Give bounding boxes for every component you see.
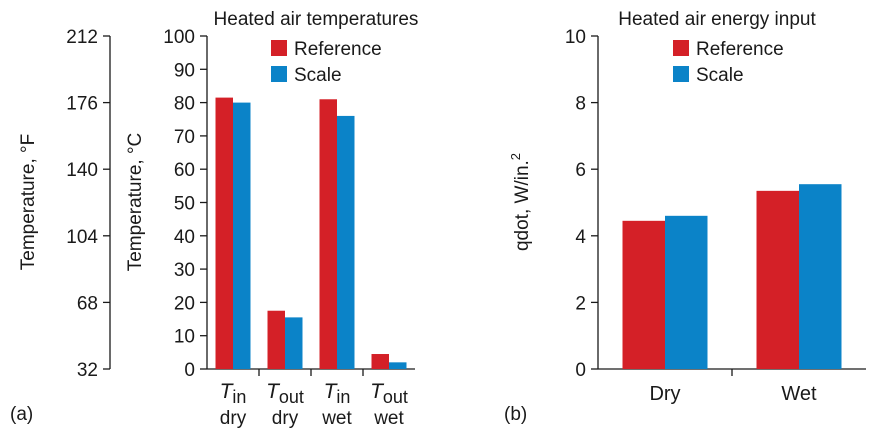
category-subscript: out (383, 387, 408, 407)
category-label: Dry (649, 383, 680, 405)
panel-label: (a) (10, 404, 33, 425)
y-axis-label-superscript: 2 (508, 153, 523, 160)
bar-reference (756, 190, 799, 369)
bar-reference (215, 97, 233, 369)
category-label: Tout (266, 380, 304, 407)
category-label: Tin (324, 380, 351, 407)
y-tick-label: 8 (575, 94, 586, 115)
y-tick-label: 50 (174, 194, 195, 215)
y-tick-label: 90 (174, 60, 195, 81)
category-condition: wet (321, 408, 352, 429)
y-tick-label: 20 (174, 293, 195, 314)
y-tick-label: 70 (174, 127, 195, 148)
y-tick-label: 6 (575, 160, 586, 181)
category-symbol: T (266, 380, 281, 403)
legend-label-scale: Scale (294, 65, 342, 86)
y-tick-label: 104 (66, 227, 98, 248)
legend-label-reference: Reference (696, 39, 784, 60)
y-tick-label: 0 (184, 360, 195, 381)
bar-scale (337, 115, 355, 369)
y-axis-label-text: qdot, W/in. (512, 160, 533, 251)
y-tick-label: 68 (77, 293, 98, 314)
legend-label-scale: Scale (696, 65, 744, 86)
bar-scale (389, 362, 407, 369)
category-labels: Dry Wet (649, 383, 817, 405)
y-tick-label: 10 (174, 327, 195, 348)
category-condition: dry (272, 408, 299, 429)
category-symbol: T (324, 380, 339, 403)
bars (622, 184, 842, 369)
category-subscript: in (232, 387, 246, 407)
bar-reference (371, 354, 389, 369)
y-tick-label: 40 (174, 227, 195, 248)
y-tick-label: 30 (174, 260, 195, 281)
legend: Reference Scale (271, 39, 382, 86)
legend-swatch-reference (271, 40, 287, 56)
legend-label-reference: Reference (294, 39, 382, 60)
category-label: Tin (220, 380, 247, 407)
bars (215, 97, 407, 370)
category-label: Wet (781, 383, 817, 405)
y-tick-label: 80 (174, 94, 195, 115)
category-condition: wet (373, 408, 404, 429)
celsius-ticks: 0 10 20 30 40 50 60 70 80 90 100 (163, 27, 207, 381)
category-condition: dry (220, 408, 247, 429)
bar-scale (665, 215, 708, 369)
y-tick-label: 4 (575, 227, 586, 248)
y-tick-label: 140 (66, 160, 98, 181)
bar-reference (622, 220, 665, 369)
y-tick-label: 32 (77, 360, 98, 381)
y-axis-label: qdot, W/in.2 (508, 153, 533, 251)
y-tick-label: 10 (565, 27, 586, 48)
legend-swatch-reference (673, 40, 689, 56)
category-subscript: in (336, 387, 350, 407)
fahrenheit-ticks: 32 68 104 140 176 212 (66, 27, 110, 381)
bar-reference (319, 99, 337, 370)
celsius-axis-label: Temperature, °C (125, 133, 146, 272)
legend-swatch-scale (271, 66, 287, 82)
celsius-axis: 0 10 20 30 40 50 60 70 80 90 100 Temperature, °C (125, 27, 415, 381)
panel-a: 32 68 104 140 176 212 Temperature, °F 0 10 20 30… (10, 9, 418, 429)
category-label: Tout (370, 380, 408, 407)
y-tick-label: 60 (174, 160, 195, 181)
legend: Reference Scale (673, 39, 784, 86)
category-symbol: T (370, 380, 385, 403)
chart-title: Heated air temperatures (214, 9, 419, 30)
y-tick-label: 100 (163, 27, 195, 48)
fahrenheit-axis-label: Temperature, °F (18, 134, 39, 270)
panel-label: (b) (504, 404, 527, 425)
y-ticks: 0 2 4 6 8 10 (565, 27, 598, 381)
category-symbol: T (220, 380, 235, 403)
y-tick-label: 0 (575, 360, 586, 381)
y-tick-label: 176 (66, 94, 98, 115)
category-subscript: out (279, 387, 304, 407)
y-tick-label: 212 (66, 27, 98, 48)
bar-scale (233, 102, 251, 369)
bar-scale (799, 184, 842, 369)
y-tick-label: 2 (575, 293, 586, 314)
legend-swatch-scale (673, 66, 689, 82)
fahrenheit-axis: 32 68 104 140 176 212 Temperature, °F (18, 27, 111, 381)
bar-reference (267, 310, 285, 369)
chart-title: Heated air energy input (618, 9, 816, 30)
category-ticks (258, 369, 364, 376)
bar-scale (285, 317, 303, 369)
